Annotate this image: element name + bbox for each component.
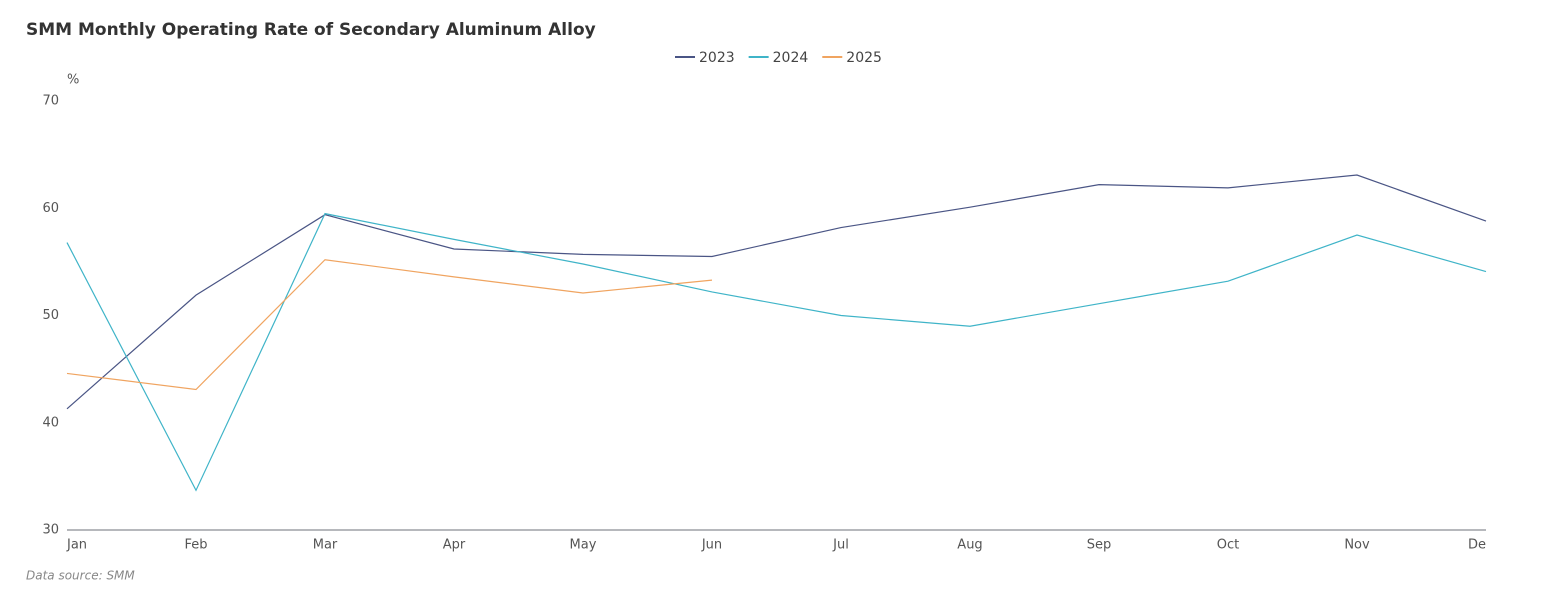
y-tick-label: 30 <box>42 523 59 538</box>
x-tick-label: Sep <box>1087 538 1112 553</box>
y-tick-label: 70 <box>42 94 59 109</box>
x-tick-label: Nov <box>1344 538 1370 553</box>
series-line <box>66 259 713 391</box>
x-tick-label: May <box>570 538 597 553</box>
x-tick-label: Jun <box>701 538 722 553</box>
y-tick-label: 40 <box>42 415 59 430</box>
legend-label: 2025 <box>846 50 882 66</box>
x-tick-label: Jan <box>66 538 87 553</box>
y-tick-label: 50 <box>42 308 59 323</box>
legend-label: 2023 <box>699 50 735 66</box>
series-line <box>66 212 1487 492</box>
x-tick-label: Feb <box>184 538 207 553</box>
y-axis-unit: % <box>67 73 79 88</box>
y-tick-label: 60 <box>42 201 59 216</box>
x-tick-label: De <box>1468 538 1486 553</box>
x-tick-label: Mar <box>313 538 338 553</box>
legend-label: 2024 <box>773 50 809 66</box>
chart-title: SMM Monthly Operating Rate of Secondary … <box>26 20 596 40</box>
x-tick-label: Jul <box>832 538 849 553</box>
x-tick-label: Oct <box>1217 538 1239 553</box>
source-note: Data source: SMM <box>26 569 135 583</box>
x-tick-label: Aug <box>957 538 982 553</box>
x-tick-label: Apr <box>443 538 466 553</box>
series-line <box>66 174 1487 410</box>
